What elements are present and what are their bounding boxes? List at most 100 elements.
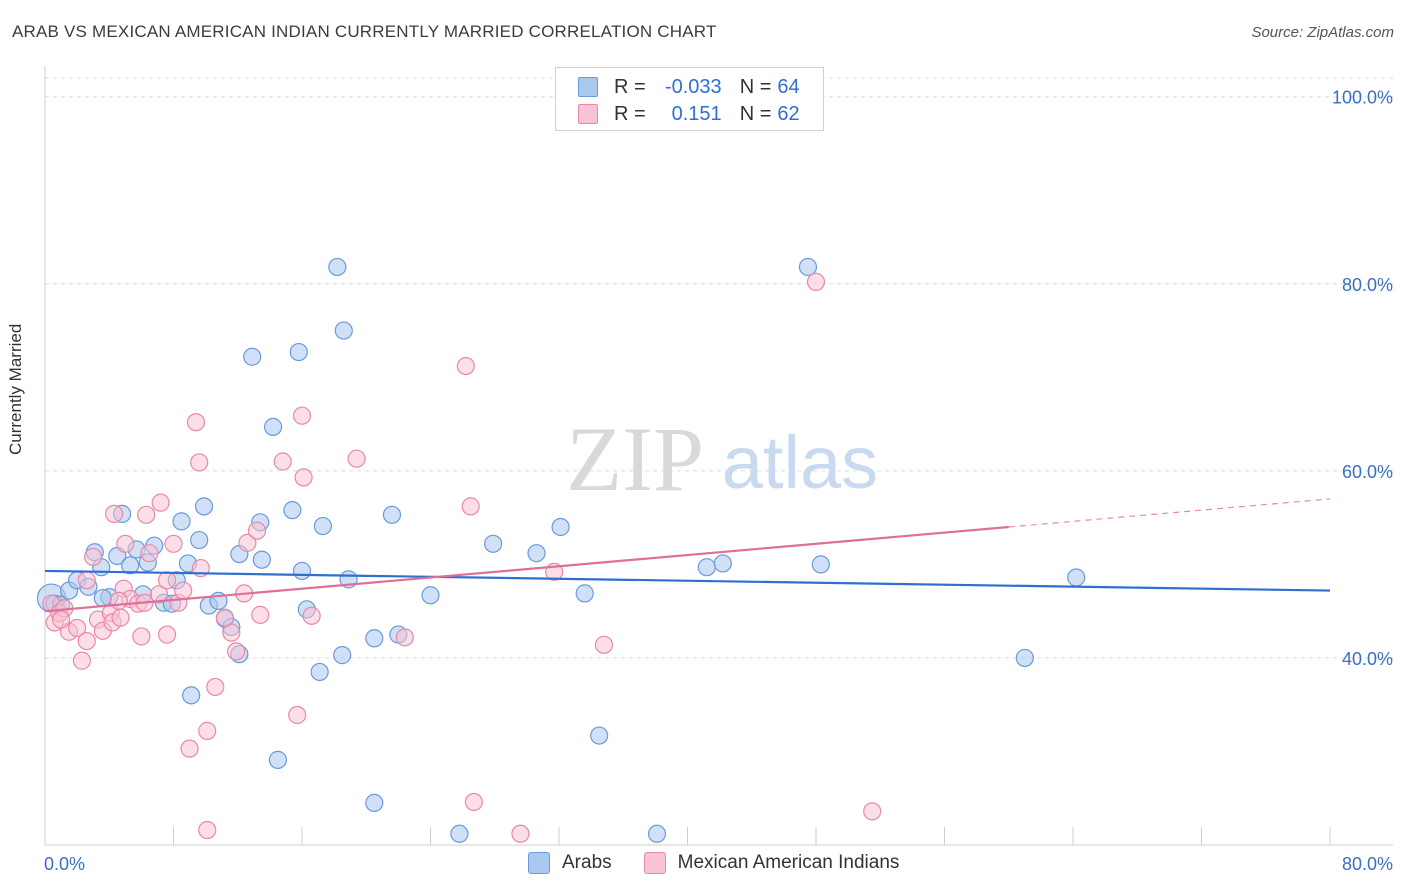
data-point xyxy=(806,272,826,292)
legend-r-value: 0.151 xyxy=(671,102,722,125)
data-point xyxy=(511,824,530,843)
data-point xyxy=(194,497,214,516)
data-point xyxy=(268,750,288,769)
data-point xyxy=(590,726,609,745)
data-point xyxy=(140,544,159,563)
x-tick-label: 80.0% xyxy=(1342,854,1393,874)
data-point xyxy=(68,618,87,638)
data-point xyxy=(116,534,135,553)
data-point xyxy=(456,356,475,376)
chart-title: ARAB VS MEXICAN AMERICAN INDIAN CURRENTL… xyxy=(12,22,717,41)
data-point xyxy=(594,635,614,654)
tick-labels: 40.0% 60.0% 80.0% 100.0% 0.0% 80.0% xyxy=(44,88,1393,874)
watermark: ZIP atlas xyxy=(566,408,878,510)
data-point xyxy=(215,608,234,627)
watermark-atlas: atlas xyxy=(722,421,878,504)
data-point xyxy=(294,468,313,487)
data-point xyxy=(713,554,732,573)
data-point xyxy=(421,586,440,605)
data-point xyxy=(575,584,594,603)
data-point xyxy=(109,591,128,610)
data-point xyxy=(180,739,199,758)
data-point xyxy=(186,413,206,432)
data-points xyxy=(36,257,1086,843)
data-point xyxy=(149,585,169,604)
data-point xyxy=(72,651,92,670)
trend-line-extension xyxy=(1008,498,1331,528)
data-point xyxy=(164,534,183,553)
data-point xyxy=(132,627,151,646)
legend-swatch-mexican-american-indians xyxy=(643,852,666,874)
y-tick-label: 100.0% xyxy=(1332,88,1393,108)
data-point xyxy=(251,605,270,625)
trend-lines xyxy=(44,498,1331,613)
legend-n-value: 62 xyxy=(777,102,800,125)
data-point xyxy=(222,623,241,642)
data-point xyxy=(77,571,96,590)
legend-item-arabs[interactable]: Arabs xyxy=(528,852,612,874)
data-point xyxy=(347,449,366,468)
legend-r-label: R = xyxy=(614,102,646,125)
y-tick-label: 40.0% xyxy=(1342,649,1393,669)
data-point xyxy=(811,555,830,574)
data-point xyxy=(863,802,882,821)
data-point xyxy=(137,505,156,524)
legend-swatch-arabs xyxy=(528,852,550,874)
data-point xyxy=(172,512,191,531)
data-point xyxy=(190,453,209,472)
data-point xyxy=(77,631,96,651)
data-point xyxy=(310,662,329,682)
data-point xyxy=(365,629,384,648)
data-point xyxy=(111,608,130,627)
trend-line xyxy=(44,569,1331,592)
data-point xyxy=(464,792,483,812)
legend-n-label: N = xyxy=(739,75,772,98)
data-point xyxy=(1067,568,1086,587)
data-point xyxy=(333,646,352,665)
data-point xyxy=(243,347,262,366)
legend-label-mexican-american-indians: Mexican American Indians xyxy=(677,852,900,873)
data-point xyxy=(527,544,546,563)
watermark-zip: ZIP xyxy=(566,408,704,510)
x-tick-label: 0.0% xyxy=(44,854,85,874)
data-point xyxy=(484,534,503,553)
data-point xyxy=(157,625,177,644)
axes xyxy=(44,66,1393,846)
y-tick-label: 80.0% xyxy=(1342,275,1393,295)
data-point xyxy=(238,533,257,552)
legend-item-mexican-american-indians[interactable]: Mexican American Indians xyxy=(643,852,900,874)
data-point xyxy=(151,493,170,512)
data-point xyxy=(283,501,302,520)
source-credit: Source: ZipAtlas.com xyxy=(1251,24,1394,41)
data-point xyxy=(93,588,112,608)
data-point xyxy=(289,342,308,362)
data-point xyxy=(450,824,469,843)
data-point xyxy=(198,820,217,840)
y-axis-label: Currently Married xyxy=(6,323,25,455)
data-point xyxy=(395,628,414,647)
legend-row-arabs: R = -0.033 N = 64 xyxy=(578,74,800,100)
data-point xyxy=(227,642,246,661)
data-point xyxy=(334,321,353,340)
legend-r-label: R = xyxy=(614,75,646,98)
data-point xyxy=(121,556,140,575)
legend-row-mexican-american-indians: R = 0.151 N = 62 xyxy=(578,101,800,127)
data-point xyxy=(302,606,321,625)
data-point xyxy=(1015,648,1034,668)
legend-swatch-mexican-american-indians xyxy=(578,104,598,124)
data-point xyxy=(382,505,402,524)
data-point xyxy=(292,406,312,425)
data-point xyxy=(273,452,292,471)
series-legend: Arabs Mexican American Indians xyxy=(528,852,931,874)
data-point xyxy=(461,497,480,516)
data-point xyxy=(84,547,103,567)
data-point xyxy=(252,550,271,569)
data-point xyxy=(551,517,570,537)
data-point xyxy=(288,705,307,725)
data-point xyxy=(313,516,332,536)
data-point xyxy=(182,686,201,705)
data-point xyxy=(104,504,124,523)
data-point xyxy=(206,677,225,697)
data-point xyxy=(174,581,193,600)
